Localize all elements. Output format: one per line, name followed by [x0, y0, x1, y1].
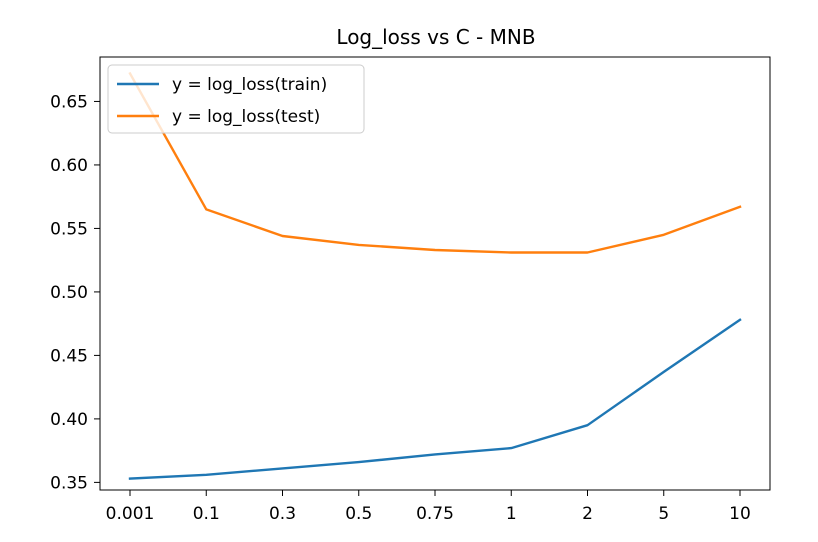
y-tick-label-1: 0.40 [50, 410, 88, 430]
x-tick-label-5: 1 [506, 504, 517, 524]
axes: 0.001 0.1 0.3 0.5 0.75 1 2 5 10 0.35 0.40 0.45 0.50 0… [50, 92, 751, 524]
x-tick-label-3: 0.5 [345, 504, 372, 524]
y-tick-label-6: 0.65 [50, 92, 88, 112]
x-tick-label-1: 0.1 [193, 504, 220, 524]
legend: y = log_loss(train) y = log_loss(test) [107, 64, 365, 134]
legend-label-test: y = log_loss(test) [172, 107, 320, 127]
series-line-0 [128, 318, 742, 480]
x-tick-label-8: 10 [729, 504, 751, 524]
legend-label-train: y = log_loss(train) [172, 75, 327, 95]
legend-box [107, 64, 365, 134]
chart-title: Log_loss vs C - MNB [336, 25, 535, 49]
plot-area [128, 71, 742, 480]
x-tick-label-0: 0.001 [106, 504, 155, 524]
y-tick-label-2: 0.45 [50, 346, 88, 366]
x-tick-label-4: 0.75 [416, 504, 454, 524]
x-tick-label-7: 5 [658, 504, 669, 524]
y-tick-label-0: 0.35 [50, 473, 88, 493]
y-tick-label-5: 0.60 [50, 156, 88, 176]
x-tick-label-2: 0.3 [269, 504, 296, 524]
y-tick-label-3: 0.50 [50, 283, 88, 303]
x-tick-label-6: 2 [582, 504, 593, 524]
y-tick-label-4: 0.55 [50, 219, 88, 239]
